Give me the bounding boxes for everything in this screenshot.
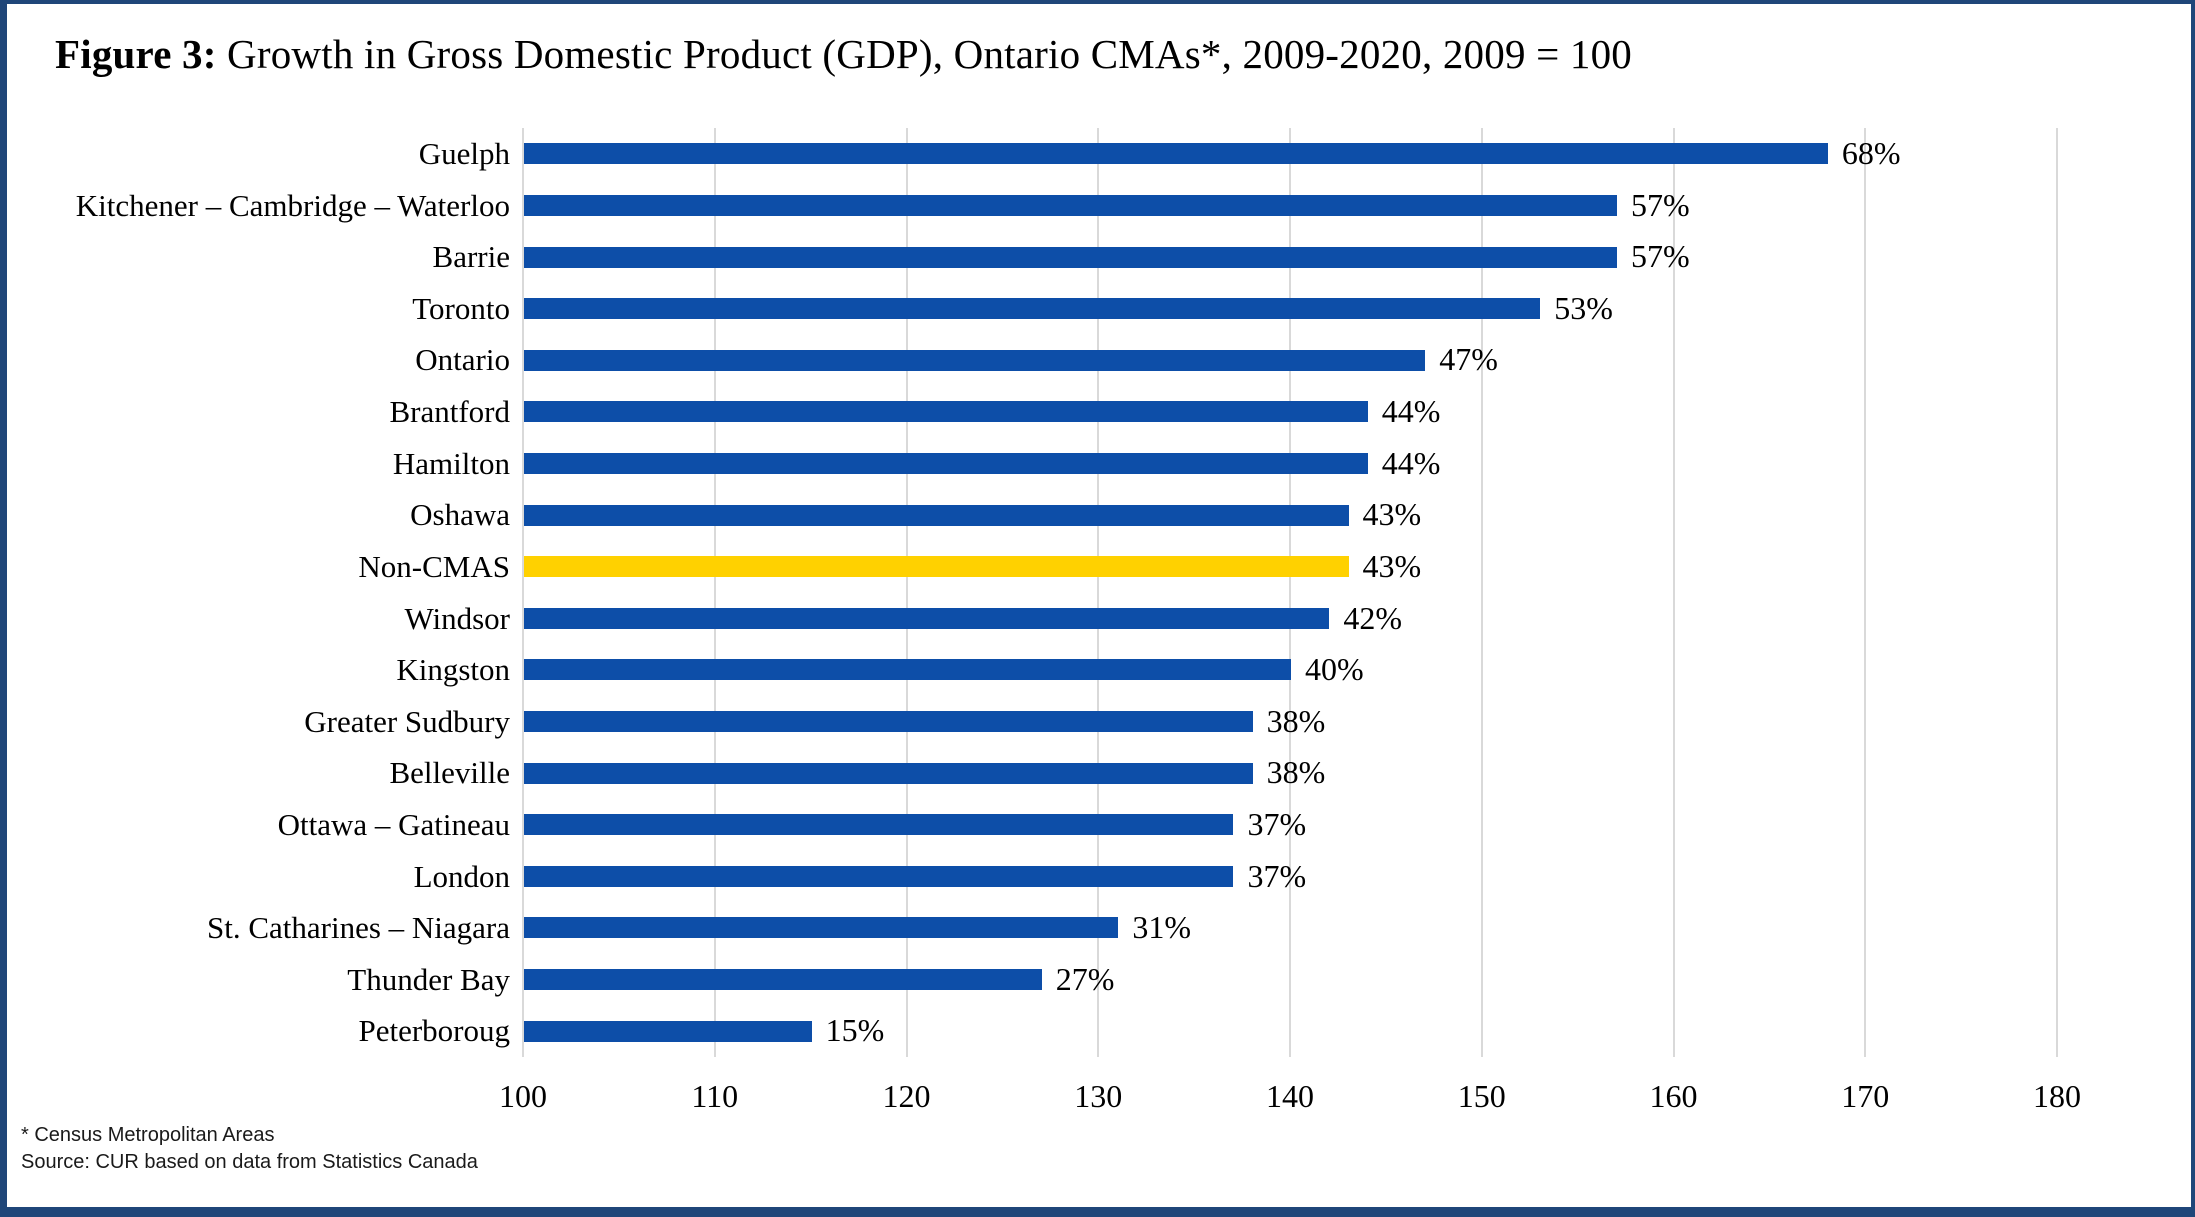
x-tick-180: 180 [2033,1078,2081,1114]
x-tick-110: 110 [691,1078,739,1114]
bar-thunder-bay [524,969,1042,991]
bar-oshawa [524,504,1349,526]
bar-hamilton [524,452,1368,474]
gridline-110 [713,128,716,1057]
plot-area: Guelph 68% Kitchener – Cambridge – Waterlo… [7,4,2191,1207]
gridline-170 [1864,128,1867,1057]
category-label-peterboroug: Peterboroug [358,1013,510,1049]
figure-title-prefix: Figure 3: [55,31,217,77]
category-label-non-cmas: Non-CMAS [358,548,510,584]
category-label-thunder-bay: Thunder Bay [347,961,510,997]
category-label-london: London [413,858,510,894]
value-label-kingston: 40% [1305,651,1364,688]
bar-windsor [524,607,1330,629]
bar-barrie [524,246,1617,268]
bar-ontario [524,349,1426,371]
category-label-kingston: Kingston [396,652,510,688]
bar-london [524,865,1234,887]
figure-title: Figure 3: Growth in Gross Domestic Produ… [55,30,1632,78]
bar-belleville [524,762,1253,784]
bar-kingston [524,659,1291,681]
gridline-120 [905,128,908,1057]
category-label-belleville: Belleville [389,755,510,791]
x-tick-120: 120 [882,1078,931,1114]
gridline-100 [522,128,524,1057]
category-label-kitchener-cambridge-waterloo: Kitchener – Cambridge – Waterloo [75,187,510,223]
gridline-130 [1097,128,1100,1057]
footnote-asterisk: * Census Metropolitan Areas [21,1124,275,1146]
x-tick-160: 160 [1649,1078,1698,1114]
category-label-guelph: Guelph [418,136,510,171]
value-label-ontario: 47% [1439,341,1498,378]
value-label-barrie: 57% [1630,238,1690,275]
bar-peterboroug [524,1020,812,1042]
x-tick-130: 130 [1074,1078,1123,1114]
value-label-hamilton: 44% [1381,444,1441,481]
category-label-st-catharines-niagara: St. Catharines – Niagara [206,910,510,946]
x-tick-100: 100 [499,1078,547,1114]
bar-greater-sudbury [524,711,1253,733]
category-label-windsor: Windsor [404,600,510,636]
gridline-150 [1480,128,1483,1057]
category-label-hamilton: Hamilton [392,445,510,481]
category-label-oshawa: Oshawa [410,497,510,533]
category-label-ottawa-gatineau: Ottawa – Gatineau [277,806,510,842]
value-label-windsor: 42% [1343,599,1402,636]
bar-guelph [524,143,1828,165]
gridline-180 [2056,128,2058,1057]
x-tick-140: 140 [1266,1078,1314,1114]
value-label-brantford: 44% [1381,393,1441,430]
x-tick-150: 150 [1457,1078,1506,1114]
value-label-kitchener-cambridge-waterloo: 57% [1630,186,1690,223]
value-label-peterboroug: 15% [825,1012,885,1049]
footnotes: * Census Metropolitan Areas Source: CUR … [21,1122,478,1176]
footnote-source: Source: CUR based on data from Statistic… [21,1151,478,1173]
gridline-140 [1289,128,1291,1057]
bar-kitchener-cambridge-waterloo [524,194,1617,216]
value-label-greater-sudbury: 38% [1266,702,1326,739]
value-label-toronto: 53% [1554,289,1613,326]
category-label-toronto: Toronto [412,290,510,326]
figure-title-text: Growth in Gross Domestic Product (GDP), … [216,31,1632,77]
value-label-oshawa: 43% [1362,496,1422,533]
category-label-brantford: Brantford [389,394,510,430]
value-label-guelph: 68% [1841,135,1901,171]
category-label-ontario: Ontario [415,342,510,378]
bar-brantford [524,401,1368,423]
value-label-ottawa-gatineau: 37% [1247,805,1307,842]
gridline-160 [1672,128,1675,1057]
bar-st-catharines-niagara [524,917,1119,939]
bar-ottawa-gatineau [524,814,1234,836]
value-label-belleville: 38% [1266,754,1326,791]
category-label-barrie: Barrie [432,239,510,275]
value-label-london: 37% [1247,857,1307,894]
value-label-st-catharines-niagara: 31% [1132,909,1192,946]
bar-toronto [524,298,1541,320]
bar-non-cmas [524,556,1349,578]
x-tick-170: 170 [1841,1078,1890,1114]
category-label-greater-sudbury: Greater Sudbury [304,703,510,739]
value-label-non-cmas: 43% [1362,547,1422,584]
value-label-thunder-bay: 27% [1055,960,1115,997]
